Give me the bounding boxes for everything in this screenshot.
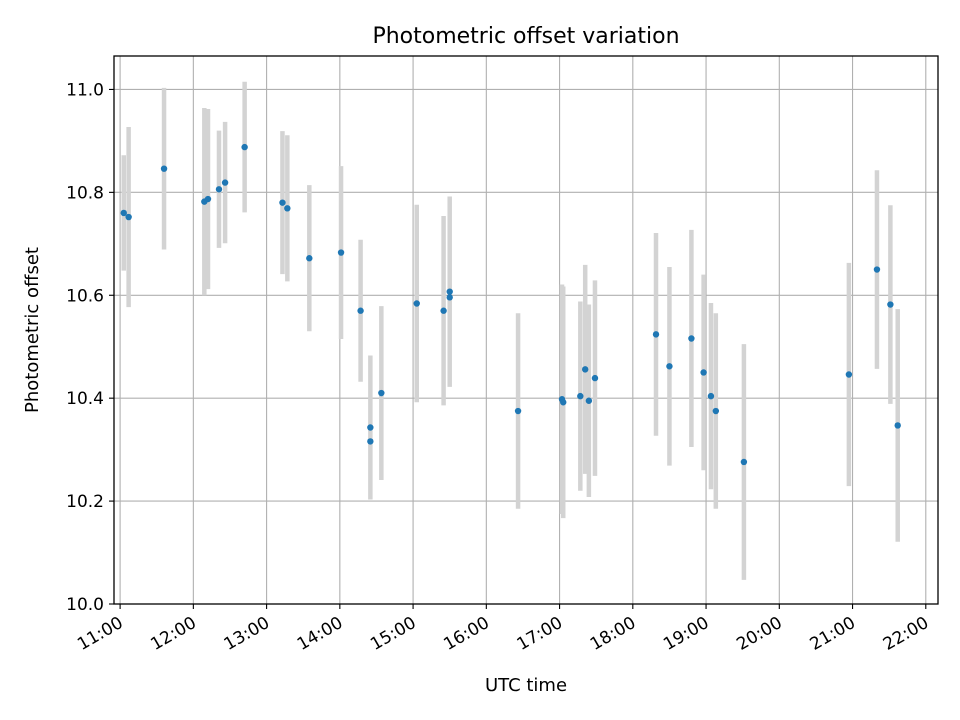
x-tick-label: 11:00 [74,613,126,655]
y-tick-label: 10.6 [66,286,104,306]
data-point [514,407,522,415]
x-axis-label: UTC time [485,675,567,696]
x-tick-label: 20:00 [733,613,785,655]
plot-frame [113,55,939,605]
x-tick-label: 15:00 [367,613,419,655]
x-tick-label: 22:00 [880,613,932,655]
data-point [577,392,584,400]
data-point [241,143,248,151]
data-point [712,407,720,415]
data-point [652,331,660,338]
data-point [284,205,291,212]
data-point [446,288,453,295]
data-point [378,389,385,397]
grid-lines [114,56,938,605]
x-tick-label: 21:00 [807,613,859,655]
x-tick-label: 17:00 [514,613,566,655]
data-point [357,307,364,314]
data-point [707,392,715,400]
data-point [367,424,374,431]
x-tick-label: 12:00 [147,613,199,655]
y-tick-label: 10.2 [66,492,104,512]
y-tick-label: 11.0 [66,80,104,100]
error-bars [121,81,900,580]
data-point [221,179,229,186]
data-point [688,335,695,342]
data-point [740,458,748,466]
x-tick-label: 19:00 [660,613,712,655]
data-point [560,399,567,406]
data-point [585,397,593,404]
data-point [215,186,223,193]
data-point [204,195,212,203]
x-axis-ticks: 11:00 12:00 13:00 14:00 15:00 16:00 17:00 18:00… [74,604,932,655]
data-point [591,374,599,382]
data-point [440,307,447,314]
chart-title: Photometric offset variation [372,24,679,49]
data-point [306,255,313,262]
y-axis-label: Photometric offset [22,247,43,413]
y-axis-ticks: 10.0 10.2 10.4 10.6 10.8 11.0 [66,80,114,615]
data-point [120,209,127,217]
data-point [413,300,420,307]
data-point [894,422,901,429]
data-point [582,366,589,373]
data-point [873,266,881,273]
data-point [700,369,707,376]
data-points [120,143,901,466]
x-tick-label: 16:00 [440,613,492,655]
data-point [367,438,374,445]
data-point [279,199,286,206]
data-point [845,371,853,378]
y-tick-label: 10.8 [66,183,104,203]
x-tick-label: 13:00 [221,613,273,655]
x-tick-label: 18:00 [587,613,639,655]
data-point [337,249,345,256]
data-point [160,165,168,172]
y-tick-label: 10.4 [66,389,104,409]
x-tick-label: 14:00 [294,613,346,655]
data-point [887,301,894,308]
data-point [125,213,132,221]
data-point [666,363,673,370]
y-tick-label: 10.0 [66,595,104,615]
data-point [446,294,453,301]
